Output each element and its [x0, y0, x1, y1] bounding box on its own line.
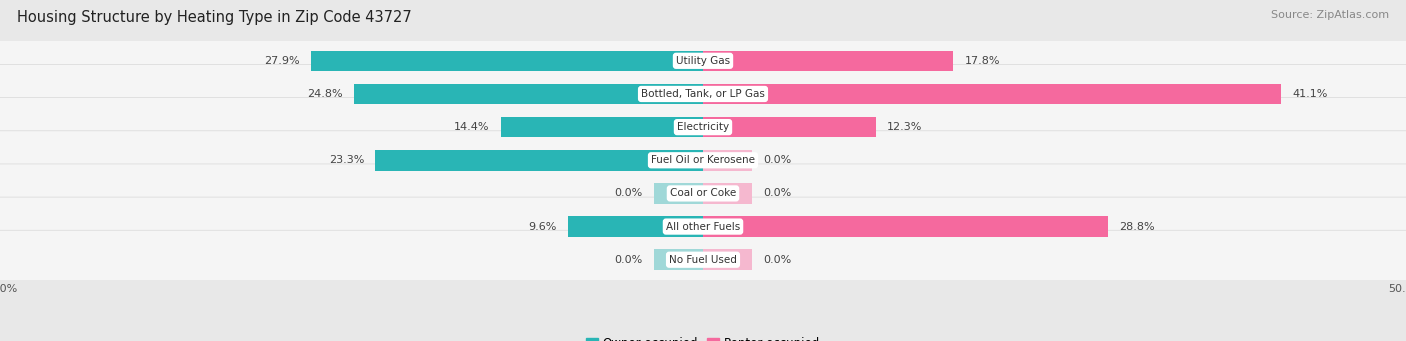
Bar [703, 216, 1108, 237]
Text: 28.8%: 28.8% [1119, 222, 1154, 232]
Bar [703, 183, 752, 204]
Bar [375, 150, 703, 170]
Bar [501, 117, 703, 137]
FancyBboxPatch shape [0, 230, 1406, 289]
FancyBboxPatch shape [0, 98, 1406, 157]
Bar [354, 84, 703, 104]
Text: Source: ZipAtlas.com: Source: ZipAtlas.com [1271, 10, 1389, 20]
Bar [311, 50, 703, 71]
Text: 0.0%: 0.0% [763, 189, 792, 198]
Bar [654, 250, 703, 270]
FancyBboxPatch shape [0, 31, 1406, 90]
Bar [568, 216, 703, 237]
Text: 41.1%: 41.1% [1292, 89, 1327, 99]
Text: 0.0%: 0.0% [614, 189, 643, 198]
Text: All other Fuels: All other Fuels [666, 222, 740, 232]
Text: 9.6%: 9.6% [529, 222, 557, 232]
Text: 0.0%: 0.0% [763, 155, 792, 165]
Bar [703, 50, 953, 71]
Text: Electricity: Electricity [676, 122, 730, 132]
Text: 14.4%: 14.4% [454, 122, 489, 132]
Text: 17.8%: 17.8% [965, 56, 1000, 66]
Text: 0.0%: 0.0% [763, 255, 792, 265]
Text: Bottled, Tank, or LP Gas: Bottled, Tank, or LP Gas [641, 89, 765, 99]
Legend: Owner-occupied, Renter-occupied: Owner-occupied, Renter-occupied [586, 337, 820, 341]
FancyBboxPatch shape [0, 164, 1406, 223]
Bar [654, 183, 703, 204]
Text: Utility Gas: Utility Gas [676, 56, 730, 66]
FancyBboxPatch shape [0, 131, 1406, 190]
FancyBboxPatch shape [0, 197, 1406, 256]
Text: Housing Structure by Heating Type in Zip Code 43727: Housing Structure by Heating Type in Zip… [17, 10, 412, 25]
Bar [703, 250, 752, 270]
Bar [703, 117, 876, 137]
Text: 27.9%: 27.9% [264, 56, 299, 66]
Bar [703, 84, 1281, 104]
Text: 24.8%: 24.8% [308, 89, 343, 99]
Text: Fuel Oil or Kerosene: Fuel Oil or Kerosene [651, 155, 755, 165]
Bar [703, 150, 752, 170]
Text: 12.3%: 12.3% [887, 122, 922, 132]
Text: 0.0%: 0.0% [614, 255, 643, 265]
Text: Coal or Coke: Coal or Coke [669, 189, 737, 198]
Text: 23.3%: 23.3% [329, 155, 364, 165]
Text: No Fuel Used: No Fuel Used [669, 255, 737, 265]
FancyBboxPatch shape [0, 64, 1406, 123]
